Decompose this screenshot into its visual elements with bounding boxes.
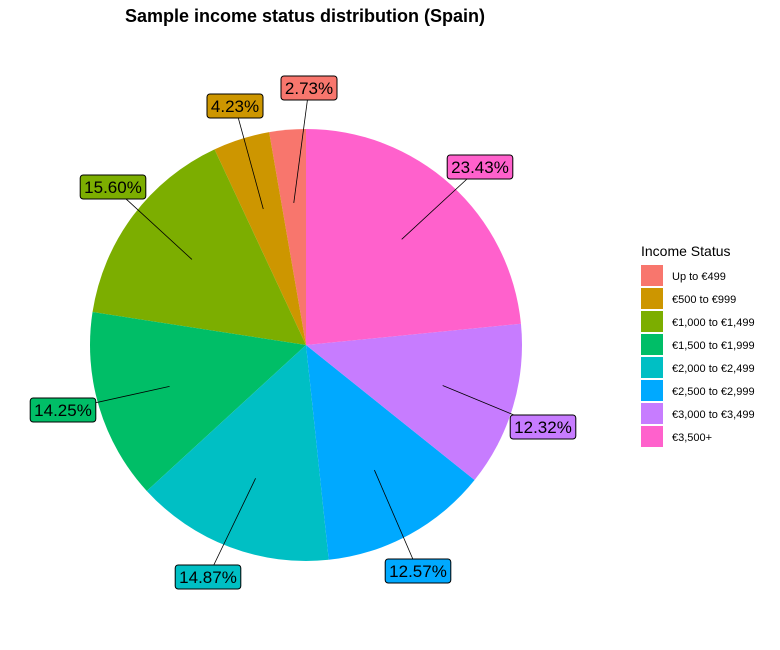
legend-item: €500 to €999 [641,288,736,309]
slice-label-text: 2.73% [285,79,333,98]
legend-swatch [641,426,663,447]
legend-swatch [641,334,663,355]
slice-label: 12.32% [509,414,577,440]
slice-labels: 2.73% 4.23% 15.60% 14.25% 14.87% 12.57% 12.32%… [29,75,577,590]
slice-label: 12.57% [384,558,452,584]
leader-line [374,469,419,572]
slice-label-box [206,93,264,119]
pie-slice [306,129,521,345]
slice-label-text: 4.23% [211,97,259,116]
slice-label: 23.43% [446,154,514,180]
legend-swatch [641,288,663,309]
slice-label-text: 23.43% [451,158,509,177]
slice-label-box [29,397,97,423]
legend-title: Income Status [641,243,731,259]
slice-label-text: 14.25% [34,401,92,420]
slice-label: 15.60% [79,174,147,200]
legend-swatch [641,265,663,286]
slice-label: 14.87% [174,564,242,590]
pie-slice [146,345,329,561]
slice-label-box [384,558,452,584]
legend-item: €3,000 to €3,499 [641,403,755,424]
legend-label: €3,000 to €3,499 [672,409,755,421]
leader-line [207,478,256,578]
leader-line [293,87,310,204]
legend-swatch [641,380,663,401]
legend-item: Up to €499 [641,265,726,286]
slice-label-text: 14.87% [179,568,237,587]
legend-label: €2,000 to €2,499 [672,363,755,375]
legend-label: Up to €499 [672,271,726,283]
legend-swatch [641,311,663,332]
slice-label-box [446,154,514,180]
legend-label: €1,500 to €1,999 [672,340,755,352]
legend-items: Up to €499 €500 to €999 €1,000 to €1,499 €1… [641,265,755,447]
pie-slice [92,149,306,345]
slice-label-box [79,174,147,200]
slice-label-box [174,564,242,590]
legend-swatch [641,403,663,424]
leader-line [234,105,264,210]
legend-label: €2,500 to €2,999 [672,386,755,398]
slice-label: 14.25% [29,397,97,423]
legend-item: €1,000 to €1,499 [641,311,755,332]
slice-label-text: 12.57% [389,562,447,581]
slice-label: 4.23% [206,93,264,119]
slice-label-box [280,75,338,101]
legend-item: €3,500+ [641,426,712,447]
legend-item: €2,000 to €2,499 [641,357,755,378]
chart-title: Sample income status distribution (Spain… [125,6,485,26]
legend-item: €1,500 to €1,999 [641,334,755,355]
pie-slice [306,323,522,481]
legend-label: €3,500+ [672,432,712,444]
legend-item: €2,500 to €2,999 [641,380,755,401]
legend-swatch [641,357,663,378]
pie-slice [90,312,306,491]
pie-slices [90,129,522,561]
slice-label-text: 15.60% [84,178,142,197]
legend-label: €500 to €999 [672,294,736,306]
slice-label: 2.73% [280,75,338,101]
legend-label: €1,000 to €1,499 [672,317,755,329]
legend: Income Status Up to €499 €500 to €999 €1,0… [641,243,755,447]
slice-label-text: 12.32% [514,418,572,437]
slice-label-box [509,414,577,440]
pie-slice [306,345,475,560]
pie-slice [214,132,306,345]
